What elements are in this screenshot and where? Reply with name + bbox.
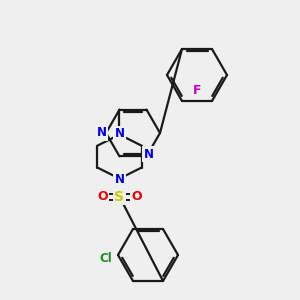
Text: S: S	[115, 190, 124, 204]
Text: O: O	[131, 190, 142, 203]
Text: N: N	[97, 127, 107, 140]
Text: Cl: Cl	[100, 251, 112, 265]
Text: O: O	[97, 190, 108, 203]
Text: F: F	[193, 85, 201, 98]
Text: N: N	[115, 127, 124, 140]
Text: N: N	[115, 173, 124, 186]
Text: N: N	[143, 148, 154, 161]
